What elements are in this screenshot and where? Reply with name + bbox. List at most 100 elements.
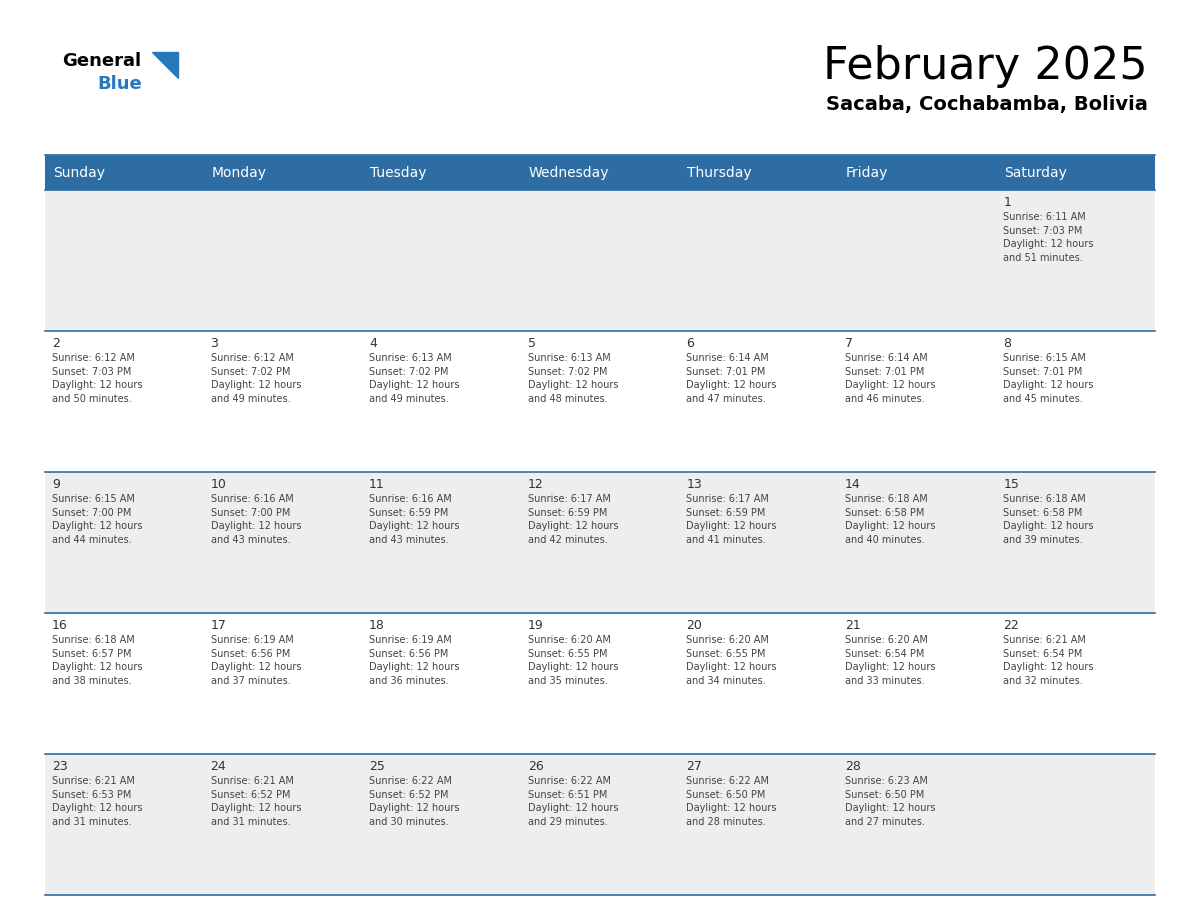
Text: Sunrise: 6:16 AM
Sunset: 6:59 PM
Daylight: 12 hours
and 43 minutes.: Sunrise: 6:16 AM Sunset: 6:59 PM Dayligh…: [369, 494, 460, 544]
Text: Sunrise: 6:22 AM
Sunset: 6:50 PM
Daylight: 12 hours
and 28 minutes.: Sunrise: 6:22 AM Sunset: 6:50 PM Dayligh…: [687, 776, 777, 827]
Bar: [203, 155, 362, 190]
Text: 21: 21: [845, 619, 860, 632]
Bar: [520, 190, 680, 331]
Text: 25: 25: [369, 760, 385, 773]
Bar: [520, 472, 680, 613]
Bar: [362, 754, 520, 895]
Text: 4: 4: [369, 337, 377, 350]
Bar: [520, 155, 680, 190]
Text: 3: 3: [210, 337, 219, 350]
Text: Saturday: Saturday: [1004, 165, 1067, 180]
Polygon shape: [152, 52, 178, 78]
Text: 7: 7: [845, 337, 853, 350]
Bar: [362, 613, 520, 754]
Text: Sunrise: 6:19 AM
Sunset: 6:56 PM
Daylight: 12 hours
and 36 minutes.: Sunrise: 6:19 AM Sunset: 6:56 PM Dayligh…: [369, 635, 460, 686]
Text: Friday: Friday: [846, 165, 889, 180]
Text: Thursday: Thursday: [688, 165, 752, 180]
Text: Sunrise: 6:17 AM
Sunset: 6:59 PM
Daylight: 12 hours
and 42 minutes.: Sunrise: 6:17 AM Sunset: 6:59 PM Dayligh…: [527, 494, 618, 544]
Text: Sunrise: 6:11 AM
Sunset: 7:03 PM
Daylight: 12 hours
and 51 minutes.: Sunrise: 6:11 AM Sunset: 7:03 PM Dayligh…: [1004, 212, 1094, 263]
Bar: [838, 472, 997, 613]
Bar: [680, 754, 838, 895]
Text: Sunrise: 6:21 AM
Sunset: 6:54 PM
Daylight: 12 hours
and 32 minutes.: Sunrise: 6:21 AM Sunset: 6:54 PM Dayligh…: [1004, 635, 1094, 686]
Bar: [680, 155, 838, 190]
Bar: [838, 754, 997, 895]
Bar: [997, 754, 1155, 895]
Text: General: General: [62, 52, 141, 70]
Bar: [45, 155, 203, 190]
Bar: [362, 331, 520, 472]
Bar: [680, 331, 838, 472]
Bar: [203, 331, 362, 472]
Text: Sunrise: 6:13 AM
Sunset: 7:02 PM
Daylight: 12 hours
and 48 minutes.: Sunrise: 6:13 AM Sunset: 7:02 PM Dayligh…: [527, 353, 618, 404]
Bar: [203, 190, 362, 331]
Bar: [838, 190, 997, 331]
Text: Sunday: Sunday: [53, 165, 105, 180]
Text: Monday: Monday: [211, 165, 266, 180]
Text: Sunrise: 6:14 AM
Sunset: 7:01 PM
Daylight: 12 hours
and 46 minutes.: Sunrise: 6:14 AM Sunset: 7:01 PM Dayligh…: [845, 353, 935, 404]
Bar: [203, 754, 362, 895]
Bar: [680, 613, 838, 754]
Bar: [203, 472, 362, 613]
Text: 15: 15: [1004, 478, 1019, 491]
Text: 16: 16: [52, 619, 68, 632]
Text: Sunrise: 6:16 AM
Sunset: 7:00 PM
Daylight: 12 hours
and 43 minutes.: Sunrise: 6:16 AM Sunset: 7:00 PM Dayligh…: [210, 494, 301, 544]
Text: Sunrise: 6:13 AM
Sunset: 7:02 PM
Daylight: 12 hours
and 49 minutes.: Sunrise: 6:13 AM Sunset: 7:02 PM Dayligh…: [369, 353, 460, 404]
Bar: [520, 331, 680, 472]
Text: 24: 24: [210, 760, 227, 773]
Text: Sunrise: 6:21 AM
Sunset: 6:52 PM
Daylight: 12 hours
and 31 minutes.: Sunrise: 6:21 AM Sunset: 6:52 PM Dayligh…: [210, 776, 301, 827]
Text: Sunrise: 6:15 AM
Sunset: 7:01 PM
Daylight: 12 hours
and 45 minutes.: Sunrise: 6:15 AM Sunset: 7:01 PM Dayligh…: [1004, 353, 1094, 404]
Bar: [45, 613, 203, 754]
Text: Sunrise: 6:20 AM
Sunset: 6:54 PM
Daylight: 12 hours
and 33 minutes.: Sunrise: 6:20 AM Sunset: 6:54 PM Dayligh…: [845, 635, 935, 686]
Text: Sunrise: 6:23 AM
Sunset: 6:50 PM
Daylight: 12 hours
and 27 minutes.: Sunrise: 6:23 AM Sunset: 6:50 PM Dayligh…: [845, 776, 935, 827]
Bar: [362, 472, 520, 613]
Bar: [838, 613, 997, 754]
Text: Sunrise: 6:17 AM
Sunset: 6:59 PM
Daylight: 12 hours
and 41 minutes.: Sunrise: 6:17 AM Sunset: 6:59 PM Dayligh…: [687, 494, 777, 544]
Text: 5: 5: [527, 337, 536, 350]
Text: Blue: Blue: [97, 75, 141, 93]
Bar: [997, 155, 1155, 190]
Text: 23: 23: [52, 760, 68, 773]
Text: 20: 20: [687, 619, 702, 632]
Text: Sunrise: 6:21 AM
Sunset: 6:53 PM
Daylight: 12 hours
and 31 minutes.: Sunrise: 6:21 AM Sunset: 6:53 PM Dayligh…: [52, 776, 143, 827]
Bar: [680, 472, 838, 613]
Text: 2: 2: [52, 337, 59, 350]
Text: 1: 1: [1004, 196, 1011, 209]
Text: 11: 11: [369, 478, 385, 491]
Text: Sunrise: 6:18 AM
Sunset: 6:58 PM
Daylight: 12 hours
and 40 minutes.: Sunrise: 6:18 AM Sunset: 6:58 PM Dayligh…: [845, 494, 935, 544]
Bar: [520, 613, 680, 754]
Text: 27: 27: [687, 760, 702, 773]
Text: 28: 28: [845, 760, 861, 773]
Text: 26: 26: [527, 760, 543, 773]
Text: 17: 17: [210, 619, 227, 632]
Bar: [997, 331, 1155, 472]
Bar: [45, 472, 203, 613]
Bar: [838, 331, 997, 472]
Text: 18: 18: [369, 619, 385, 632]
Bar: [203, 613, 362, 754]
Bar: [997, 190, 1155, 331]
Text: Sunrise: 6:20 AM
Sunset: 6:55 PM
Daylight: 12 hours
and 34 minutes.: Sunrise: 6:20 AM Sunset: 6:55 PM Dayligh…: [687, 635, 777, 686]
Text: 6: 6: [687, 337, 694, 350]
Text: Sunrise: 6:12 AM
Sunset: 7:03 PM
Daylight: 12 hours
and 50 minutes.: Sunrise: 6:12 AM Sunset: 7:03 PM Dayligh…: [52, 353, 143, 404]
Text: 10: 10: [210, 478, 227, 491]
Text: 14: 14: [845, 478, 860, 491]
Text: Sunrise: 6:14 AM
Sunset: 7:01 PM
Daylight: 12 hours
and 47 minutes.: Sunrise: 6:14 AM Sunset: 7:01 PM Dayligh…: [687, 353, 777, 404]
Text: Sunrise: 6:22 AM
Sunset: 6:51 PM
Daylight: 12 hours
and 29 minutes.: Sunrise: 6:22 AM Sunset: 6:51 PM Dayligh…: [527, 776, 618, 827]
Text: Sunrise: 6:18 AM
Sunset: 6:57 PM
Daylight: 12 hours
and 38 minutes.: Sunrise: 6:18 AM Sunset: 6:57 PM Dayligh…: [52, 635, 143, 686]
Text: Sunrise: 6:19 AM
Sunset: 6:56 PM
Daylight: 12 hours
and 37 minutes.: Sunrise: 6:19 AM Sunset: 6:56 PM Dayligh…: [210, 635, 301, 686]
Bar: [45, 754, 203, 895]
Bar: [680, 190, 838, 331]
Text: 9: 9: [52, 478, 59, 491]
Text: Sunrise: 6:15 AM
Sunset: 7:00 PM
Daylight: 12 hours
and 44 minutes.: Sunrise: 6:15 AM Sunset: 7:00 PM Dayligh…: [52, 494, 143, 544]
Text: Sunrise: 6:20 AM
Sunset: 6:55 PM
Daylight: 12 hours
and 35 minutes.: Sunrise: 6:20 AM Sunset: 6:55 PM Dayligh…: [527, 635, 618, 686]
Text: Sunrise: 6:18 AM
Sunset: 6:58 PM
Daylight: 12 hours
and 39 minutes.: Sunrise: 6:18 AM Sunset: 6:58 PM Dayligh…: [1004, 494, 1094, 544]
Bar: [45, 190, 203, 331]
Bar: [362, 155, 520, 190]
Bar: [45, 331, 203, 472]
Bar: [838, 155, 997, 190]
Text: February 2025: February 2025: [823, 45, 1148, 88]
Bar: [520, 754, 680, 895]
Text: 19: 19: [527, 619, 543, 632]
Text: Wednesday: Wednesday: [529, 165, 609, 180]
Text: Sunrise: 6:12 AM
Sunset: 7:02 PM
Daylight: 12 hours
and 49 minutes.: Sunrise: 6:12 AM Sunset: 7:02 PM Dayligh…: [210, 353, 301, 404]
